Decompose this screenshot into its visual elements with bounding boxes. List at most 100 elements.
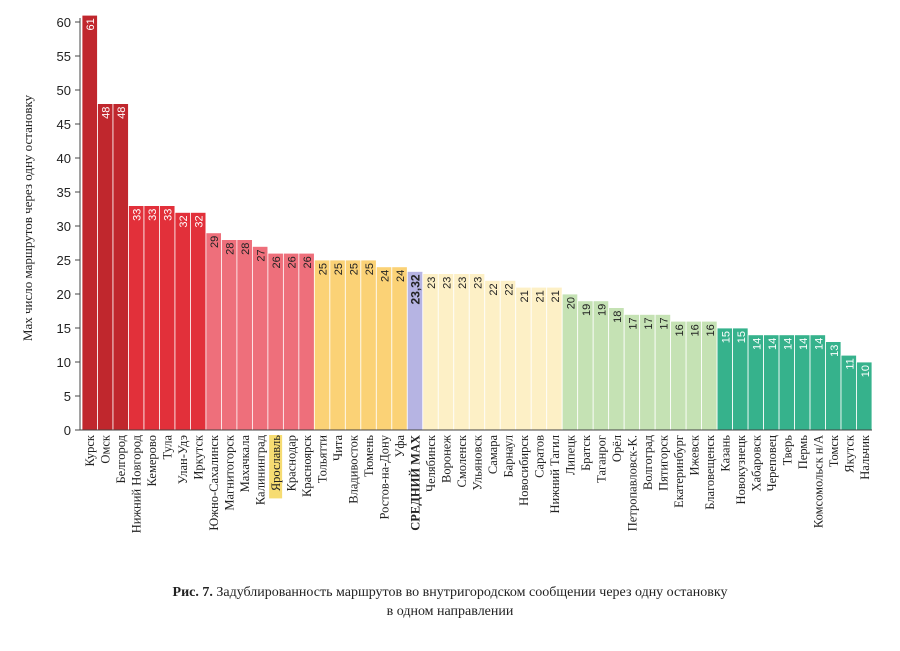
- x-tick-label: Ярославль: [269, 435, 283, 491]
- bar: [515, 286, 532, 431]
- bar-value-label: 25: [349, 263, 361, 275]
- x-tick-label: Тула: [161, 435, 175, 460]
- bar-value-label: 13: [829, 345, 841, 357]
- y-tick-label: 15: [57, 321, 71, 336]
- x-tick-label: Владивосток: [347, 434, 361, 504]
- caption-line-2: в одном направлении: [386, 604, 514, 619]
- bar-value-label: 48: [116, 107, 128, 119]
- caption-prefix: Рис. 7.: [172, 585, 213, 600]
- bar-value-label: 23,32: [409, 274, 423, 304]
- bar: [561, 293, 579, 431]
- bar: [437, 273, 455, 431]
- bar: [608, 307, 625, 431]
- bar-value-label: 16: [705, 324, 717, 336]
- bar: [97, 103, 114, 431]
- bar-value-label: 28: [240, 243, 252, 255]
- bar-value-label: 17: [658, 317, 670, 329]
- bar: [530, 286, 548, 431]
- x-tick-label: Ульяновск: [471, 434, 485, 490]
- bar-value-label: 16: [689, 324, 701, 336]
- bar-value-label: 11: [844, 358, 856, 369]
- bar-value-label: 23: [473, 277, 485, 289]
- bar: [639, 313, 656, 431]
- caption-text: Задублированность маршрутов во внутригор…: [216, 585, 728, 600]
- x-tick-label: Курск: [83, 434, 97, 466]
- x-tick-label: Махачкала: [238, 435, 252, 493]
- x-tick-label: Краснодар: [285, 435, 299, 491]
- x-tick-label: Липецк: [563, 434, 577, 475]
- bar-value-label: 17: [627, 317, 639, 329]
- x-tick-label: Братск: [579, 434, 593, 471]
- bar: [592, 300, 610, 431]
- bar: [313, 259, 331, 431]
- bar: [623, 313, 641, 431]
- bar-value-label: 33: [163, 209, 175, 221]
- bar: [190, 211, 207, 431]
- bar: [221, 239, 238, 431]
- bar: [236, 239, 253, 431]
- x-tick-label: Уфа: [393, 435, 407, 458]
- bar: [174, 211, 191, 431]
- bar: [143, 205, 160, 431]
- bar-value-label: 25: [318, 263, 330, 275]
- x-tick-label: Томск: [827, 434, 841, 467]
- bar-value-label: 21: [534, 290, 546, 302]
- y-tick-label: 20: [57, 287, 71, 302]
- bar-value-label: 33: [132, 209, 144, 221]
- bar-value-label: 14: [798, 338, 810, 350]
- x-tick-label: Воронеж: [440, 435, 454, 483]
- x-tick-label: Улан-Удэ: [176, 435, 190, 484]
- x-tick-label: Смоленск: [455, 434, 469, 487]
- bar-value-label: 14: [751, 338, 763, 350]
- bar: [685, 320, 703, 431]
- x-tick-label: Тюмень: [362, 435, 376, 477]
- bar-value-label: 24: [395, 270, 407, 282]
- bar-value-label: 27: [256, 249, 268, 261]
- x-tick-label: Якутск: [842, 434, 856, 473]
- x-label-highlight: [269, 435, 283, 499]
- bar-value-label: 32: [194, 215, 206, 227]
- figure-caption: Рис. 7. Задублированность маршрутов во в…: [0, 583, 900, 621]
- bar-value-label: 21: [550, 290, 562, 302]
- bar: [344, 259, 362, 431]
- x-tick-label: Южно-Сахалинск: [207, 434, 221, 531]
- y-tick-label: 30: [57, 219, 71, 234]
- y-tick-label: 50: [57, 83, 71, 98]
- x-tick-label: Тверь: [780, 435, 794, 466]
- bar: [282, 252, 300, 431]
- y-tick-label: 5: [64, 389, 71, 404]
- bar-value-label: 14: [813, 338, 825, 350]
- bar-value-label: 32: [178, 215, 190, 227]
- bar-value-label: 26: [271, 256, 283, 268]
- x-tick-label: Петропавловск-К.: [625, 435, 639, 531]
- x-tick-label: Таганрог: [594, 435, 608, 483]
- bar-value-label: 16: [674, 324, 686, 336]
- x-tick-label: Екатеринбург: [672, 435, 686, 508]
- x-tick-label: Иркутск: [192, 434, 206, 480]
- x-tick-label: Череповец: [765, 435, 779, 492]
- x-tick-label: Новокузнецк: [734, 434, 748, 504]
- bar-value-label: 26: [287, 256, 299, 268]
- bar-value-label: 29: [209, 236, 221, 248]
- bar: [81, 14, 98, 431]
- x-tick-label: Пятигорск: [656, 434, 670, 491]
- x-tick-label: Кемерово: [145, 435, 159, 486]
- bar: [128, 205, 145, 431]
- x-tick-label: Благовещенск: [703, 434, 717, 510]
- bar: [499, 279, 517, 431]
- bar: [391, 266, 408, 431]
- bar-value-label: 10: [860, 365, 872, 377]
- bar-value-label: 14: [767, 338, 779, 350]
- bar-value-label: 25: [364, 263, 376, 275]
- bar: [251, 245, 269, 431]
- bar: [654, 313, 672, 431]
- bar-value-label: 24: [380, 270, 392, 282]
- x-tick-label: Челябинск: [424, 434, 438, 492]
- bar: [267, 252, 284, 431]
- bar: [329, 259, 346, 431]
- x-tick-label: Нижний Новгород: [130, 434, 144, 533]
- x-tick-label: Нальчик: [858, 434, 872, 480]
- bar: [298, 252, 315, 431]
- bar-value-label: 20: [565, 297, 577, 309]
